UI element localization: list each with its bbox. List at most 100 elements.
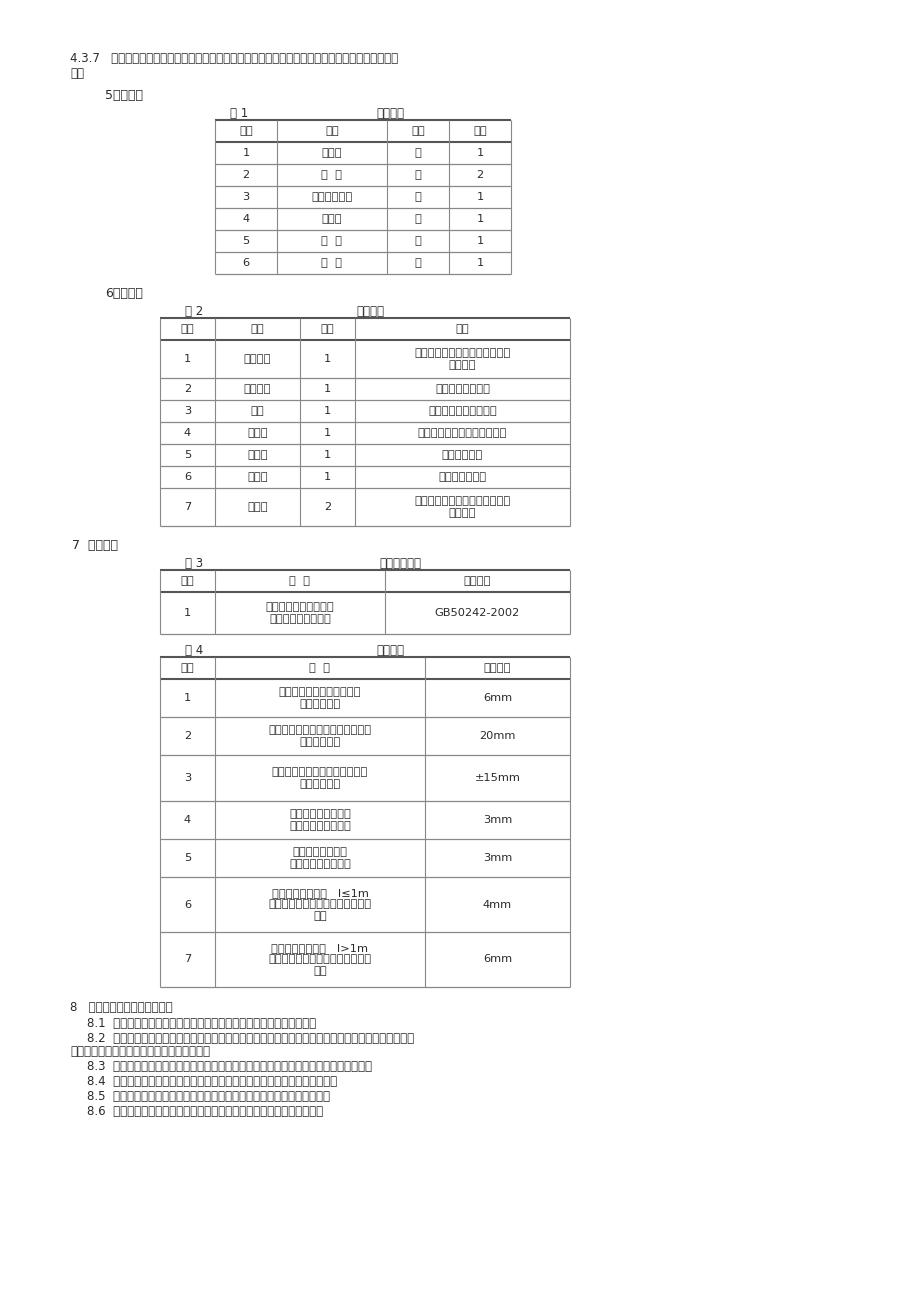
- Text: 6: 6: [184, 899, 191, 909]
- Text: 内表面与墙面距离允许偏差
（尺量检查）: 内表面与墙面距离允许偏差 （尺量检查）: [278, 687, 361, 709]
- Text: 3: 3: [184, 407, 191, 416]
- Text: 3: 3: [242, 192, 249, 202]
- Text: 1: 1: [242, 149, 249, 158]
- Text: 散热器中线与窗口中心线允许偏差
（尺量检查）: 散热器中线与窗口中心线允许偏差 （尺量检查）: [268, 726, 371, 747]
- Text: 质量执行标准: 质量执行标准: [379, 556, 421, 569]
- Text: 1: 1: [476, 258, 483, 268]
- Text: 散热器全长内弯曲   l>1m
（用水平尺、直尺、拉线和尺量检
查）: 散热器全长内弯曲 l>1m （用水平尺、直尺、拉线和尺量检 查）: [268, 943, 371, 976]
- Text: 4: 4: [184, 427, 191, 438]
- Text: 冲击钻: 冲击钻: [322, 149, 342, 158]
- Text: 2: 2: [323, 502, 331, 512]
- Text: 7  质量控制: 7 质量控制: [72, 539, 118, 552]
- Text: 《建筑给水排水及采暖
工程质量验收规范》: 《建筑给水排水及采暖 工程质量验收规范》: [266, 602, 334, 624]
- Text: 表 3: 表 3: [185, 556, 203, 569]
- Text: 1: 1: [476, 149, 483, 158]
- Text: 6mm: 6mm: [482, 693, 512, 704]
- Text: 1: 1: [476, 236, 483, 246]
- Text: 机具设备: 机具设备: [376, 107, 403, 120]
- Text: 质量标准: 质量标准: [376, 644, 403, 657]
- Text: 安装工: 安装工: [247, 502, 267, 512]
- Text: 1: 1: [476, 214, 483, 224]
- Text: 铅  笔: 铅 笔: [321, 258, 342, 268]
- Text: 2: 2: [243, 169, 249, 180]
- Text: 单位: 单位: [411, 126, 425, 136]
- Text: 执行标准: 执行标准: [463, 576, 491, 586]
- Text: 对工程进行全面质量监督检查: 对工程进行全面质量监督检查: [417, 427, 506, 438]
- Text: 4: 4: [243, 214, 249, 224]
- Text: 8.5  散热器安装完毕后要包覆好，防止后续施工造成污染，保持表面清洁。: 8.5 散热器安装完毕后要包覆好，防止后续施工造成污染，保持表面清洁。: [87, 1091, 330, 1104]
- Text: 表 2: 表 2: [185, 305, 203, 318]
- Text: 名称: 名称: [324, 126, 338, 136]
- Text: 负责材料的采购: 负责材料的采购: [438, 472, 486, 482]
- Text: 散热器侧面倾斜度
（尺量和吊线检查）: 散热器侧面倾斜度 （尺量和吊线检查）: [289, 847, 350, 869]
- Text: 6劳动组织: 6劳动组织: [105, 287, 142, 300]
- Text: 1: 1: [184, 693, 191, 704]
- Text: 负责安全管理: 负责安全管理: [441, 450, 482, 460]
- Text: GB50242-2002: GB50242-2002: [435, 609, 519, 618]
- Text: 表 4: 表 4: [185, 644, 203, 657]
- Text: 8.1  散热器试压安装过程中要立向拖运、码放整齐，不可多层层压压。: 8.1 散热器试压安装过程中要立向拖运、码放整齐，不可多层层压压。: [87, 1018, 316, 1029]
- Text: 1: 1: [323, 472, 331, 482]
- Text: 3mm: 3mm: [482, 814, 512, 825]
- Text: 3: 3: [184, 773, 191, 783]
- Text: 8.2  因为一般板式散热器表面都有喷漆装饰层，为防止表面喷漆层破坏，散热器试压和安装过程中不要: 8.2 因为一般板式散热器表面都有喷漆装饰层，为防止表面喷漆层破坏，散热器试压和…: [87, 1032, 414, 1045]
- Text: ±15mm: ±15mm: [474, 773, 520, 783]
- Text: 8.3  散热器楼内搬运时，要防止磕碰，避免将堵角、门口碰坏，对散热器自身也有损伤。: 8.3 散热器楼内搬运时，要防止磕碰，避免将堵角、门口碰坏，对散热器自身也有损伤…: [87, 1061, 371, 1072]
- Text: 人数: 人数: [321, 324, 334, 334]
- Text: 8   安全、环保及文明施工措施: 8 安全、环保及文明施工措施: [70, 1001, 173, 1014]
- Text: 5: 5: [242, 236, 249, 246]
- Text: 管  钳: 管 钳: [321, 169, 342, 180]
- Text: 散热器全长内弯曲   l≤1m
（用水平尺、直尺、拉线和尺量检
查）: 散热器全长内弯曲 l≤1m （用水平尺、直尺、拉线和尺量检 查）: [268, 887, 371, 921]
- Text: 把: 把: [414, 192, 421, 202]
- Text: 7: 7: [184, 502, 191, 512]
- Text: 4: 4: [184, 814, 191, 825]
- Text: 2: 2: [184, 384, 191, 394]
- Text: 水平尺: 水平尺: [322, 214, 342, 224]
- Text: 负责全面技术质量、工程施工进
度的管理: 负责全面技术质量、工程施工进 度的管理: [414, 348, 510, 370]
- Text: 劳动组织: 劳动组织: [356, 305, 383, 318]
- Text: 组织安排人员进行施工: 组织安排人员进行施工: [427, 407, 496, 416]
- Text: 8.4  轻质墙上装托钩和固定卡时不要用錾子打洞，防止剔洞过大将板墙剐裂。: 8.4 轻质墙上装托钩和固定卡时不要用錾子打洞，防止剔洞过大将板墙剐裂。: [87, 1075, 336, 1088]
- Text: 1: 1: [476, 192, 483, 202]
- Text: 1: 1: [323, 384, 331, 394]
- Text: 5机具设备: 5机具设备: [105, 89, 142, 102]
- Text: 序号: 序号: [180, 663, 194, 674]
- Text: 职责: 职责: [455, 324, 469, 334]
- Text: 支: 支: [414, 258, 421, 268]
- Text: 安全员: 安全员: [247, 450, 267, 460]
- Text: 散热器底部距地面距离允许偏差
（尺量检查）: 散热器底部距地面距离允许偏差 （尺量检查）: [272, 767, 368, 788]
- Text: 格。: 格。: [70, 66, 84, 79]
- Text: 4.3.7   采暖系统安装完毕，按照设计及规范要求进行系统水压试验，发现渗漏及时处理，直至试压合: 4.3.7 采暖系统安装完毕，按照设计及规范要求进行系统水压试验，发现渗漏及时处…: [70, 52, 398, 65]
- Text: 负责专业技术管理: 负责专业技术管理: [435, 384, 490, 394]
- Text: 序号: 序号: [239, 126, 253, 136]
- Text: 2: 2: [476, 169, 483, 180]
- Text: 材料员: 材料员: [247, 472, 267, 482]
- Text: 序号: 序号: [180, 324, 194, 334]
- Text: 散热器中心线垂直度
（尺量和吊线检查）: 散热器中心线垂直度 （尺量和吊线检查）: [289, 809, 350, 831]
- Text: 5: 5: [184, 450, 191, 460]
- Text: 一组两人进行散热器挂装和支管
安装施工: 一组两人进行散热器挂装和支管 安装施工: [414, 496, 510, 517]
- Text: 6: 6: [184, 472, 191, 482]
- Text: 1: 1: [323, 427, 331, 438]
- Text: 4mm: 4mm: [482, 899, 512, 909]
- Text: 将外包装全部拆除，以防止表面污染和破坏。: 将外包装全部拆除，以防止表面污染和破坏。: [70, 1045, 210, 1058]
- Text: 工长: 工长: [250, 407, 264, 416]
- Text: 卷  尺: 卷 尺: [321, 236, 342, 246]
- Text: 表 1: 表 1: [230, 107, 248, 120]
- Text: 质量标准: 质量标准: [483, 663, 511, 674]
- Text: 把: 把: [414, 236, 421, 246]
- Text: 5: 5: [184, 853, 191, 863]
- Text: 1: 1: [323, 407, 331, 416]
- Text: 6mm: 6mm: [482, 955, 512, 964]
- Text: 质检员: 质检员: [247, 427, 267, 438]
- Text: 项  目: 项 目: [289, 576, 311, 586]
- Text: 1: 1: [184, 354, 191, 364]
- Text: 数量: 数量: [472, 126, 486, 136]
- Text: 1: 1: [184, 609, 191, 618]
- Text: 技术人员: 技术人员: [244, 384, 271, 394]
- Text: 台: 台: [414, 149, 421, 158]
- Text: 把: 把: [414, 169, 421, 180]
- Text: 序号: 序号: [180, 576, 194, 586]
- Text: 2: 2: [184, 731, 191, 741]
- Text: 把: 把: [414, 214, 421, 224]
